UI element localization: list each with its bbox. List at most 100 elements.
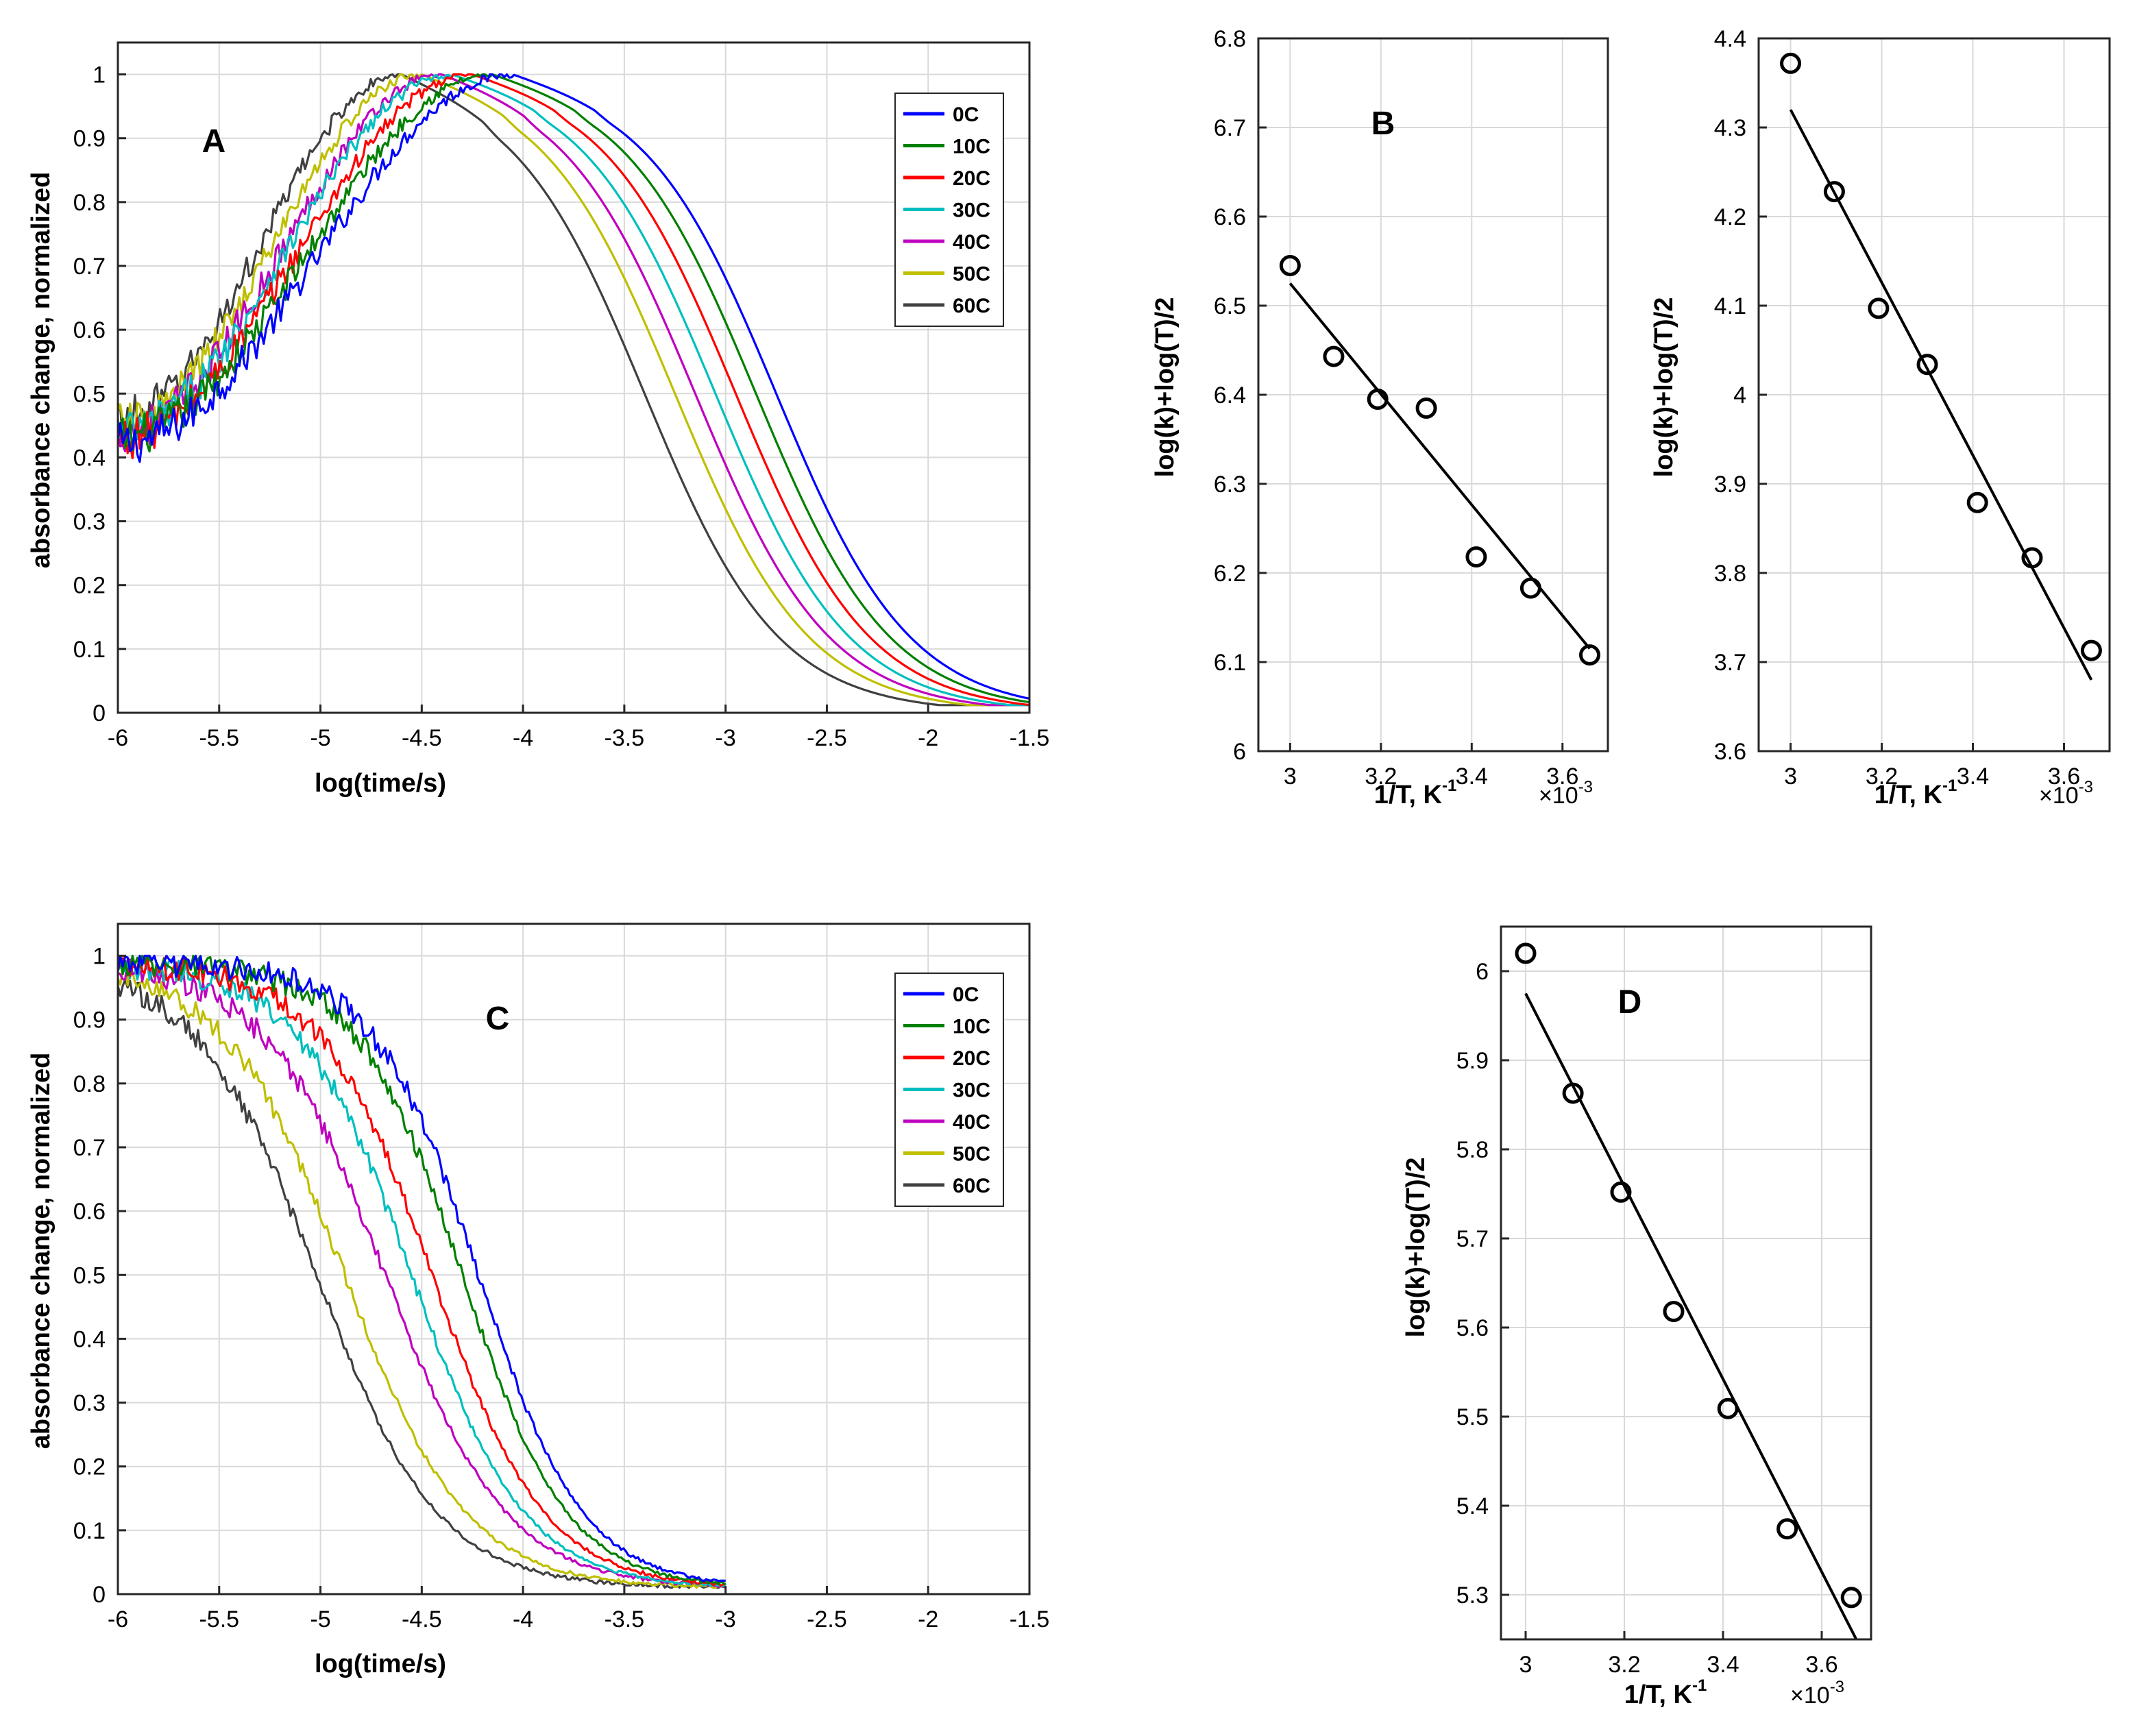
panel-a-series-0C	[117, 73, 1030, 700]
panel-c-xlabel: log(time/s)	[315, 1650, 446, 1678]
panel-b-point-2	[1367, 389, 1389, 410]
panel-c-xtick-label-9: -1.5	[1010, 1606, 1050, 1633]
panel-b-right-ytick-label-1: 3.7	[1714, 650, 1746, 676]
panel-b-chart: 3 3.2 3.4 3.6 6 6.1 6.2 6.3 6.4 6.5 6.6 6.7 6.8 1/T,…	[1151, 26, 1609, 809]
panel-c-series	[117, 955, 726, 1589]
panel-d-point-5	[1776, 1518, 1798, 1540]
panel-d-fit-line	[1524, 992, 1858, 1640]
panel-c-ytick-label-1: 0.1	[73, 1518, 106, 1544]
panel-c-xtick-label-8: -2	[918, 1606, 938, 1633]
panel-d-xtick-label-2: 3.4	[1707, 1652, 1739, 1678]
panel-a-axes	[117, 41, 1031, 714]
panel-b-ytick-label-6: 6.6	[1214, 204, 1246, 230]
panel-a-xtick-label-0: -6	[108, 725, 128, 751]
panel-b-right-point-6	[2080, 639, 2102, 661]
panel-a-xlabel: log(time/s)	[315, 769, 446, 798]
panel-a-xtick-label-5: -3.5	[605, 725, 645, 751]
panel-c-series-20C	[117, 955, 726, 1587]
panel-b-ticks: 3 3.2 3.4 3.6 6 6.1 6.2 6.3 6.4 6.5 6.6 6.7 6.8	[1214, 26, 1579, 790]
panel-d-point-6	[1840, 1587, 1862, 1609]
panel-b-ytick-label-8: 6.8	[1214, 26, 1246, 52]
panel-b-right-point-2	[1868, 297, 1890, 319]
panel-a-ytick-label-7: 0.7	[73, 254, 106, 280]
panel-a-series-50C	[117, 73, 1029, 707]
panel-c-ytick-label-8: 0.8	[73, 1071, 106, 1097]
panel-d-ytick-label-0: 5.3	[1456, 1582, 1489, 1609]
panel-d-data	[1515, 942, 1862, 1640]
panel-d-xtick-label-0: 3	[1519, 1652, 1532, 1678]
panel-c-legend-label-1: 10C	[953, 1016, 990, 1038]
panel-c-xtick-label-3: -4.5	[402, 1606, 442, 1633]
panel-b-right-ytick-label-7: 4.3	[1714, 115, 1746, 141]
panel-a-xtick-label-9: -1.5	[1010, 725, 1050, 751]
panel-d-ytick-label-4: 5.7	[1456, 1226, 1489, 1252]
panel-b-data	[1279, 255, 1601, 666]
panel-a-series-40C	[117, 73, 1029, 707]
panel-c-ytick-label-5: 0.5	[73, 1262, 106, 1288]
panel-b-right-ticks: 3 3.2 3.4 3.6 3.6 3.7 3.8 3.9 4 4.1 4.2 4.3 4.4	[1714, 26, 2080, 790]
panel-b-point-1	[1323, 345, 1345, 367]
panel-b-point-4	[1465, 546, 1487, 568]
panel-c-ytick-label-2: 0.2	[73, 1454, 106, 1480]
panel-d-x-multiplier: ×10-3	[1790, 1678, 1844, 1709]
panel-b-ylabel: log(k)+log(T)/2	[1151, 297, 1180, 478]
panel-a-ytick-label-9: 0.9	[73, 126, 106, 152]
panel-a-ytick-label-3: 0.3	[73, 509, 106, 535]
panel-b-right-ytick-label-5: 4.1	[1714, 293, 1746, 319]
panel-c-ytick-label-10: 1	[93, 944, 106, 970]
panel-b-right-point-3	[1916, 354, 1938, 376]
panel-c-xtick-label-7: -2.5	[807, 1606, 847, 1633]
panel-b-right-xlabel: 1/T, K-1	[1875, 777, 1957, 809]
panel-c-series-60C	[117, 978, 726, 1589]
panel-a-legend-label-2: 20C	[953, 167, 990, 190]
panel-c-chart: -6 -5.5 -5 -4.5 -4 -3.5 -3 -2.5 -2 -1.5 0 0.1 0.2 0.3…	[27, 922, 1050, 1678]
panel-b-right-ytick-label-0: 3.6	[1714, 739, 1746, 765]
panel-b-right-ytick-label-6: 4.2	[1714, 204, 1746, 230]
panel-d-xlabel: 1/T, K-1	[1624, 1676, 1707, 1709]
panel-a-legend-label-0: 0C	[953, 103, 979, 126]
panel-d-ytick-label-6: 5.9	[1456, 1048, 1489, 1074]
panel-c-ytick-label-9: 0.9	[73, 1007, 106, 1034]
panel-a-chart: -6 -5.5 -5 -4.5 -4 -3.5 -3 -2.5 -2 -1.5 0 0.1 0.2 0.3…	[27, 41, 1050, 798]
panel-d-grid	[1501, 927, 1871, 1639]
panel-b-point-6	[1579, 644, 1601, 666]
panel-c-xtick-label-0: -6	[108, 1606, 128, 1633]
panel-b-right-data	[1780, 52, 2102, 681]
panel-c-axes	[117, 922, 1031, 1596]
panel-a-ytick-label-2: 0.2	[73, 573, 106, 599]
panel-c-legend-label-5: 50C	[953, 1143, 990, 1166]
panel-a-ytick-label-1: 0.1	[73, 637, 106, 663]
panel-c-ytick-label-6: 0.6	[73, 1199, 106, 1225]
panel-c-ticks: -6 -5.5 -5 -4.5 -4 -3.5 -3 -2.5 -2 -1.5 0 0.1 0.2 0.3…	[73, 944, 1050, 1633]
panel-b-right-grid	[1759, 38, 2110, 752]
panel-c-ytick-label-3: 0.3	[73, 1391, 106, 1417]
panel-d-ytick-label-7: 6	[1476, 959, 1489, 985]
panel-d-point-1	[1562, 1082, 1584, 1104]
panel-b-xtick-label-2: 3.4	[1456, 763, 1488, 790]
panel-c-xtick-label-6: -3	[716, 1606, 736, 1633]
panel-b-xtick-label-3: 3.6	[1546, 763, 1578, 790]
panel-b-right-x-multiplier: ×10-3	[2039, 778, 2093, 809]
panel-b-right-xtick-label-0: 3	[1784, 763, 1797, 790]
panel-c-xtick-label-5: -3.5	[605, 1606, 645, 1633]
panel-a-ytick-label-5: 0.5	[73, 381, 106, 407]
panel-a-series	[117, 73, 1030, 707]
panel-d-ytick-label-3: 5.6	[1456, 1315, 1489, 1341]
panel-a-legend-label-4: 40C	[953, 231, 990, 254]
panel-a-ytick-label-8: 0.8	[73, 190, 106, 216]
panel-a-ticks: -6 -5.5 -5 -4.5 -4 -3.5 -3 -2.5 -2 -1.5 0 0.1 0.2 0.3…	[73, 62, 1050, 751]
panel-a-xtick-label-8: -2	[918, 725, 938, 751]
panel-a-legend: 0C 10C 20C 30C 40C 50C 60C	[894, 93, 1004, 327]
panel-d-ticks: 3 3.2 3.4 3.6 5.3 5.4 5.5 5.6 5.7 5.8 5.9 6	[1456, 959, 1838, 1678]
panel-b-right-point-5	[2021, 547, 2043, 569]
panel-b-right-point-0	[1780, 52, 1802, 74]
panel-c-xtick-label-1: -5.5	[199, 1606, 239, 1633]
panel-b-ytick-label-1: 6.1	[1214, 650, 1246, 676]
panel-c-legend-label-3: 30C	[953, 1079, 990, 1102]
panel-b-ytick-label-3: 6.3	[1214, 472, 1246, 498]
panel-a-xtick-label-7: -2.5	[807, 725, 847, 751]
panel-a-ytick-label-4: 0.4	[73, 445, 106, 471]
panel-a-xtick-label-3: -4.5	[402, 725, 442, 751]
